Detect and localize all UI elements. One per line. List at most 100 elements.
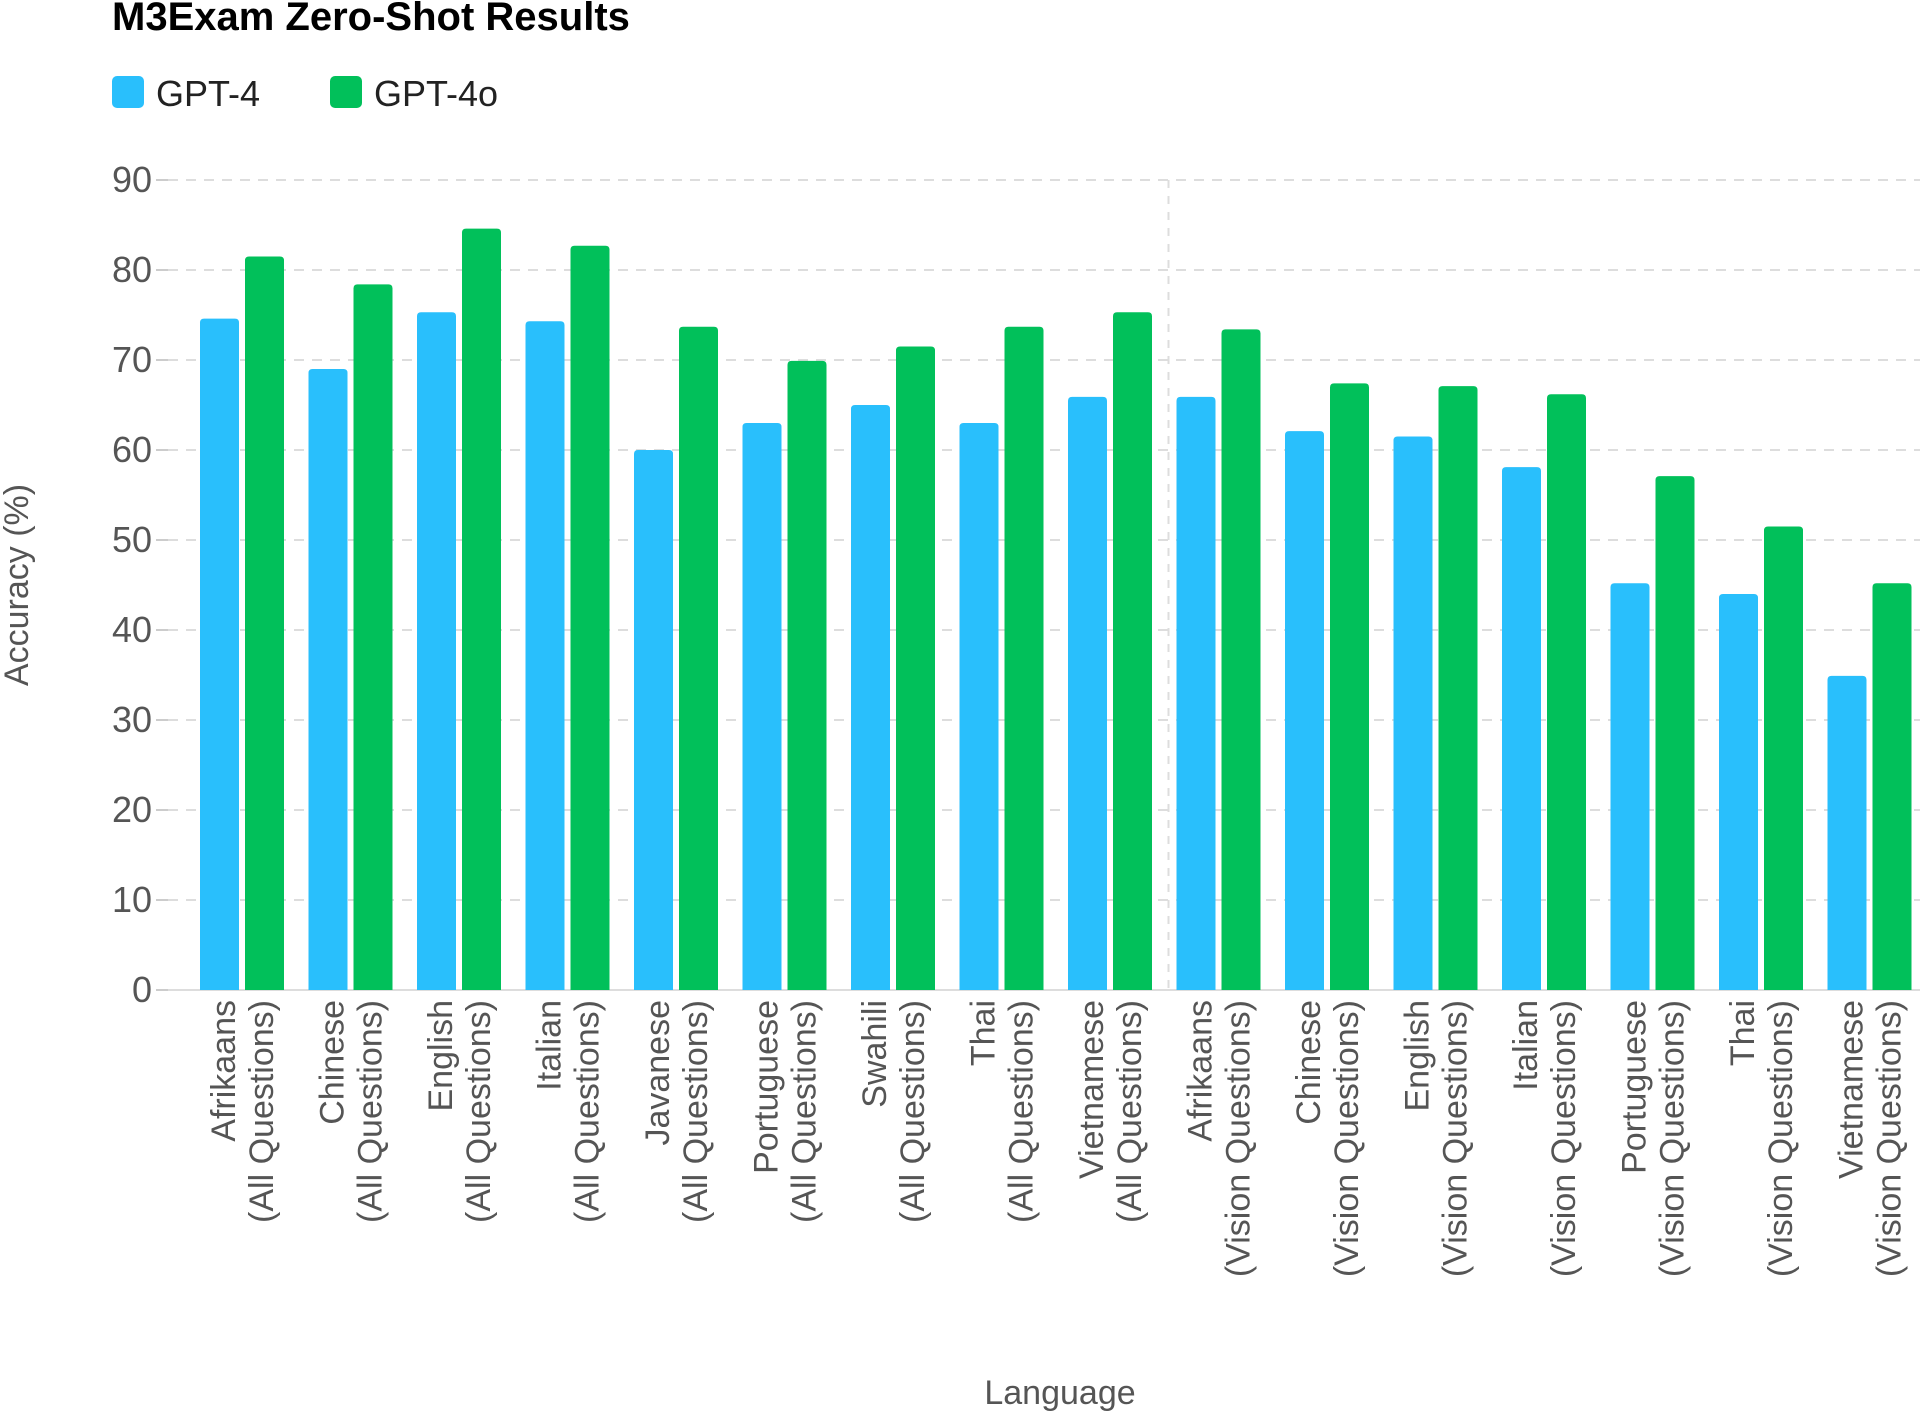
y-tick-label-10: 10 (112, 879, 152, 920)
x-tick-label-chinese-vision-questions: Chinese (Vision Questions) (1290, 1000, 1366, 1277)
y-tick-label-50: 50 (112, 519, 152, 560)
x-axis-label: Language (984, 1374, 1135, 1412)
y-tick-label-30: 30 (112, 699, 152, 740)
bar-gpt-4-portuguese-all-questions (742, 423, 782, 990)
bar-gpt-4-chinese-all-questions (308, 369, 348, 990)
x-tick-label-swahili-all-questions: Swahili (All Questions) (856, 1000, 932, 1223)
legend-label-gpt-4o: GPT-4o (374, 73, 498, 114)
x-tick-label-question-type: (All Questions) (894, 1000, 932, 1223)
x-tick-label-javanese-all-questions: Javanese (All Questions) (639, 1000, 715, 1223)
x-tick-label-vietnamese-vision-questions: Vietnamese (Vision Questions) (1833, 1000, 1909, 1277)
bar-gpt-4-vietnamese-all-questions (1068, 396, 1107, 990)
y-tick-label-20: 20 (112, 789, 152, 830)
x-tick-label-language: Afrikaans (205, 1000, 243, 1142)
y-tick-label-0: 0 (132, 969, 152, 1010)
bar-gpt-4-english-vision-questions (1393, 436, 1433, 990)
bar-gpt-4-afrikaans-vision-questions (1176, 396, 1216, 990)
y-tick-label-80: 80 (112, 249, 152, 290)
bar-gpt-4-vietnamese-vision-questions (1827, 675, 1867, 990)
x-tick-label-language: Portuguese (1616, 1000, 1654, 1174)
x-tick-label-question-type: (All Questions) (569, 1000, 607, 1223)
x-tick-label-italian-vision-questions: Italian (Vision Questions) (1507, 1000, 1583, 1277)
x-tick-label-language: Chinese (1290, 1000, 1328, 1125)
x-tick-label-vietnamese-all-questions: Vietnamese (All Questions) (1073, 1000, 1149, 1223)
bar-gpt-4o-portuguese-vision-questions (1655, 476, 1695, 991)
x-tick-label-language: Vietnamese (1073, 1000, 1111, 1179)
x-tick-label-question-type: (All Questions) (1111, 1000, 1149, 1223)
x-tick-label-question-type: (Vision Questions) (1871, 1000, 1909, 1277)
x-tick-label-language: English (422, 1000, 460, 1112)
bar-gpt-4o-english-vision-questions (1438, 386, 1478, 991)
bar-gpt-4-swahili-all-questions (851, 405, 890, 990)
x-tick-label-language: Italian (531, 1000, 569, 1091)
x-tick-label-question-type: (All Questions) (352, 1000, 390, 1223)
bar-gpt-4-italian-all-questions (525, 321, 565, 990)
bar-gpt-4-javanese-all-questions (634, 450, 673, 990)
x-tick-label-language: English (1399, 1000, 1437, 1112)
chart-title: M3Exam Zero-Shot Results (112, 0, 630, 39)
bar-gpt-4o-vietnamese-all-questions (1113, 312, 1152, 990)
bar-gpt-4o-italian-vision-questions (1547, 394, 1586, 990)
x-tick-label-language: Italian (1507, 1000, 1545, 1091)
x-tick-label-english-all-questions: English (All Questions) (422, 1000, 498, 1223)
x-tick-label-language: Vietnamese (1833, 1000, 1871, 1179)
bar-gpt-4-english-all-questions (417, 312, 456, 990)
legend-label-gpt-4: GPT-4 (156, 73, 260, 114)
x-tick-label-question-type: (All Questions) (460, 1000, 498, 1223)
x-tick-label-question-type: (All Questions) (677, 1000, 715, 1223)
y-tick-label-60: 60 (112, 429, 152, 470)
bars (200, 228, 1912, 991)
x-tick-label-question-type: (Vision Questions) (1762, 1000, 1800, 1277)
x-tick-label-language: Portuguese (748, 1000, 786, 1174)
bar-gpt-4-portuguese-vision-questions (1610, 583, 1650, 990)
x-tick-label-question-type: (Vision Questions) (1545, 1000, 1583, 1277)
x-tick-label-language: Swahili (856, 1000, 894, 1108)
y-tick-label-40: 40 (112, 609, 152, 650)
bar-gpt-4o-afrikaans-all-questions (245, 256, 284, 990)
bar-gpt-4o-thai-vision-questions (1764, 526, 1803, 990)
y-tick-label-90: 90 (112, 159, 152, 200)
x-tick-label-portuguese-all-questions: Portuguese (All Questions) (748, 1000, 824, 1223)
x-axis-tick-labels: Afrikaans (All Questions) Chinese (All Ques… (205, 1000, 1909, 1277)
bar-gpt-4-afrikaans-all-questions (200, 318, 239, 991)
x-tick-label-question-type: (Vision Questions) (1220, 1000, 1258, 1277)
bar-gpt-4o-javanese-all-questions (679, 326, 718, 990)
x-tick-label-question-type: (All Questions) (243, 1000, 281, 1223)
x-tick-label-question-type: (Vision Questions) (1654, 1000, 1692, 1277)
x-tick-label-thai-all-questions: Thai (All Questions) (965, 1000, 1041, 1223)
x-tick-label-question-type: (Vision Questions) (1437, 1000, 1475, 1277)
legend: GPT-4 GPT-4o (112, 73, 498, 114)
bar-gpt-4o-vietnamese-vision-questions (1872, 583, 1912, 990)
y-axis-ticks: 0 10 20 30 40 50 60 70 80 90 (112, 159, 168, 1010)
x-tick-label-language: Afrikaans (1182, 1000, 1220, 1142)
x-tick-label-italian-all-questions: Italian (All Questions) (531, 1000, 607, 1223)
bar-gpt-4o-italian-all-questions (570, 245, 610, 990)
bar-gpt-4o-afrikaans-vision-questions (1221, 329, 1261, 990)
bar-gpt-4-thai-vision-questions (1719, 594, 1758, 990)
bar-gpt-4-chinese-vision-questions (1285, 431, 1324, 991)
x-tick-label-chinese-all-questions: Chinese (All Questions) (314, 1000, 390, 1223)
x-tick-label-language: Chinese (314, 1000, 352, 1125)
x-tick-label-question-type: (All Questions) (1003, 1000, 1041, 1223)
x-tick-label-english-vision-questions: English (Vision Questions) (1399, 1000, 1475, 1277)
x-tick-label-thai-vision-questions: Thai (Vision Questions) (1724, 1000, 1800, 1277)
legend-swatch-gpt-4o (330, 76, 362, 108)
bar-gpt-4-italian-vision-questions (1502, 467, 1541, 991)
x-tick-label-question-type: (Vision Questions) (1328, 1000, 1366, 1277)
x-tick-label-question-type: (All Questions) (786, 1000, 824, 1223)
y-axis-label: Accuracy (%) (0, 484, 36, 686)
x-tick-label-afrikaans-vision-questions: Afrikaans (Vision Questions) (1182, 1000, 1258, 1277)
x-tick-label-portuguese-vision-questions: Portuguese (Vision Questions) (1616, 1000, 1692, 1277)
bar-gpt-4-thai-all-questions (959, 423, 999, 990)
x-tick-label-language: Thai (965, 1000, 1003, 1066)
y-tick-label-70: 70 (112, 339, 152, 380)
bar-gpt-4o-portuguese-all-questions (787, 360, 827, 990)
x-tick-label-language: Javanese (639, 1000, 677, 1146)
x-tick-label-language: Thai (1724, 1000, 1762, 1066)
bar-gpt-4o-chinese-all-questions (353, 284, 393, 990)
bar-gpt-4o-english-all-questions (462, 228, 501, 991)
bar-gpt-4o-chinese-vision-questions (1330, 383, 1369, 990)
x-tick-label-afrikaans-all-questions: Afrikaans (All Questions) (205, 1000, 281, 1223)
bar-gpt-4o-thai-all-questions (1004, 326, 1044, 990)
